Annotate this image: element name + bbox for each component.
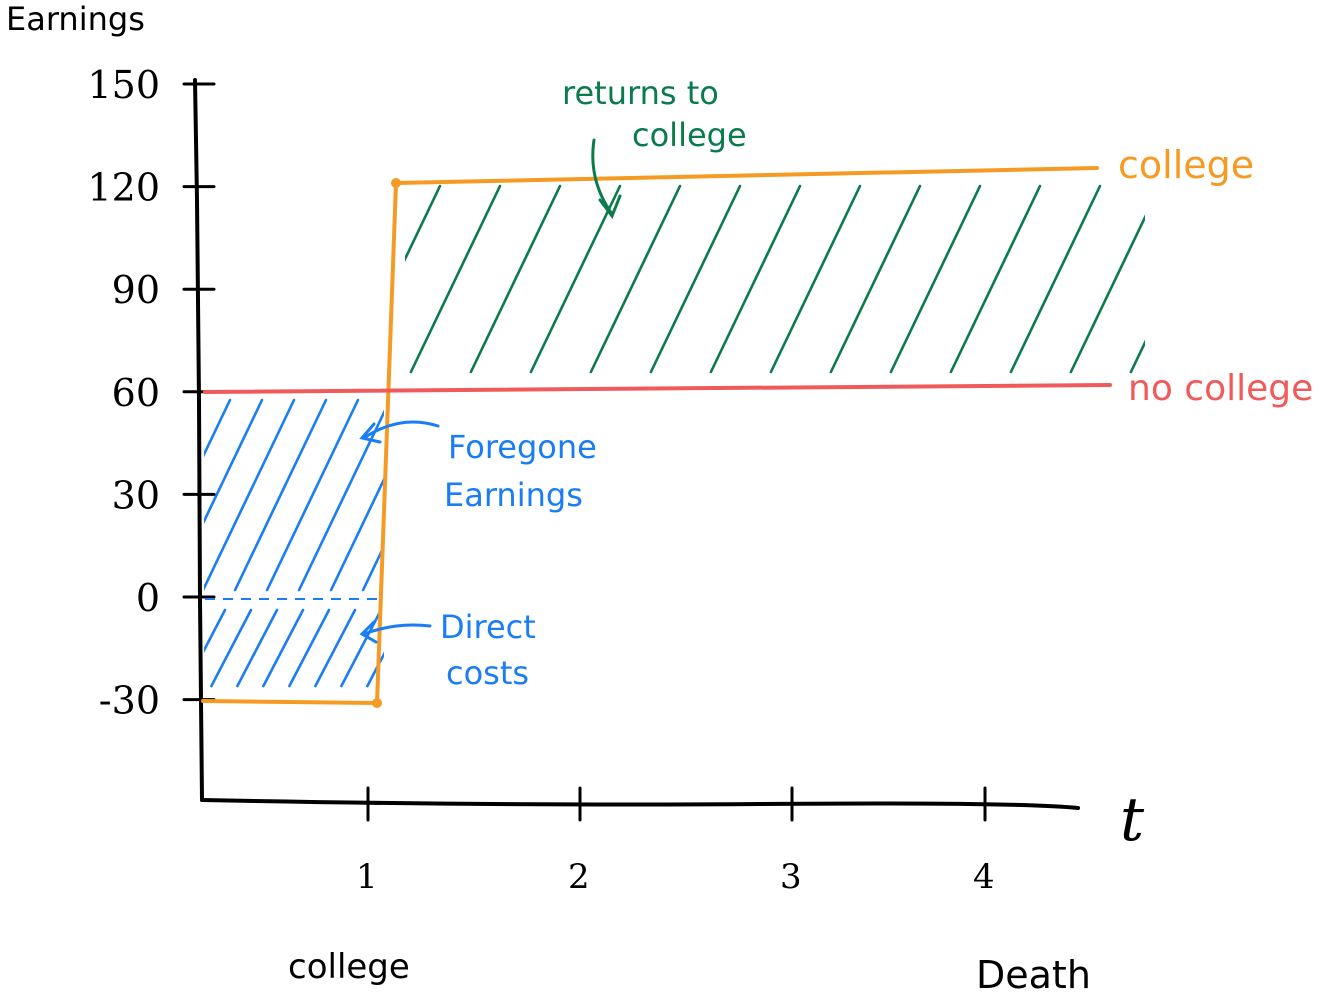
series-label-no-college: no college xyxy=(1128,368,1313,409)
hatch-returns-stroke-9 xyxy=(889,184,982,374)
hatch-foregone-stroke-2 xyxy=(204,398,296,591)
annotation-direct-line2: costs xyxy=(446,654,529,692)
hatch-foregone-stroke-0 xyxy=(204,398,232,458)
hatch-direct-stroke-2 xyxy=(236,608,279,688)
hatch-returns-stroke-4 xyxy=(589,184,682,374)
hatch-foregone-stroke-7 xyxy=(361,543,384,592)
series-label-college: college xyxy=(1118,143,1254,187)
y-ticks: 150 120 90 60 30 0 -30 xyxy=(87,63,216,723)
hatch-direct-stroke-0 xyxy=(204,608,227,654)
annotation-returns-line1: returns to xyxy=(562,74,719,112)
period-label-death: Death xyxy=(976,953,1091,997)
hatch-direct-stroke-1 xyxy=(210,608,253,688)
hatch-direct xyxy=(204,608,384,688)
x-axis-line xyxy=(200,798,1080,810)
annotation-direct-arrowhead xyxy=(359,620,378,644)
hatch-returns-stroke-8 xyxy=(829,184,922,374)
annotation-returns-arrow xyxy=(591,138,614,216)
annotation-returns-arrowhead xyxy=(598,194,622,220)
series-point-college-1 xyxy=(391,178,401,188)
y-axis-label: Earnings xyxy=(6,0,145,38)
annotation-foregone-arrowhead xyxy=(359,422,382,444)
hatch-returns-stroke-0 xyxy=(405,184,442,263)
y-tick-label-4: 30 xyxy=(112,473,160,517)
annotation-returns: returns to college xyxy=(562,74,747,220)
annotation-foregone-line2: Earnings xyxy=(444,476,583,514)
annotation-direct-arrow xyxy=(362,623,432,636)
hatch-direct-stroke-5 xyxy=(314,608,357,688)
hatch-returns-stroke-11 xyxy=(1009,184,1102,374)
x-ticks: 1 2 3 4 xyxy=(356,786,995,897)
series-layer xyxy=(201,166,1112,708)
hatch-returns-stroke-12 xyxy=(1069,214,1145,374)
hatch-direct-stroke-3 xyxy=(262,608,305,688)
y-tick-label-5: 0 xyxy=(136,576,160,620)
annotation-returns-line2: college xyxy=(632,116,747,154)
hatch-returns-stroke-6 xyxy=(709,184,802,374)
x-axis-label: t xyxy=(1120,785,1145,855)
x-tick-label-1: 2 xyxy=(568,857,590,897)
x-tick-label-0: 1 xyxy=(356,857,378,897)
annotation-foregone: Foregone Earnings xyxy=(359,420,597,514)
hatch-foregone-stroke-1 xyxy=(204,398,264,525)
hatch-foregone-stroke-4 xyxy=(265,398,360,592)
series-line-0 xyxy=(201,166,1099,705)
annotation-foregone-line1: Foregone xyxy=(448,428,597,466)
annotation-foregone-arrow xyxy=(362,420,440,440)
y-tick-label-0: 150 xyxy=(87,63,160,107)
y-tick-label-6: -30 xyxy=(99,679,160,723)
hatch-returns-stroke-2 xyxy=(469,184,562,374)
x-tick-label-3: 4 xyxy=(973,857,995,897)
hatch-returns-stroke-10 xyxy=(949,184,1042,374)
y-tick-label-2: 90 xyxy=(112,268,160,312)
annotation-direct: Direct costs xyxy=(359,608,536,692)
y-tick-label-1: 120 xyxy=(87,166,160,210)
hatch-direct-stroke-7 xyxy=(366,651,384,688)
hatch-returns xyxy=(405,184,1145,374)
y-axis-line xyxy=(193,78,204,802)
hatch-returns-stroke-5 xyxy=(649,184,742,374)
hatch-layer xyxy=(204,184,1145,688)
hatch-returns-stroke-1 xyxy=(409,184,502,374)
hatch-foregone-stroke-3 xyxy=(233,398,328,592)
y-tick-label-3: 60 xyxy=(112,371,160,415)
hatch-returns-stroke-3 xyxy=(529,184,622,374)
hatch-foregone-stroke-6 xyxy=(329,476,384,592)
hatch-returns-stroke-7 xyxy=(769,184,862,374)
annotation-direct-line1: Direct xyxy=(440,608,536,646)
series-point-college-0 xyxy=(372,698,382,708)
hatch-returns-stroke-13 xyxy=(1129,339,1145,374)
hatch-direct-stroke-4 xyxy=(288,608,331,688)
series-line-1 xyxy=(203,383,1112,394)
x-tick-label-2: 3 xyxy=(780,857,802,897)
period-label-college: college xyxy=(288,947,410,987)
